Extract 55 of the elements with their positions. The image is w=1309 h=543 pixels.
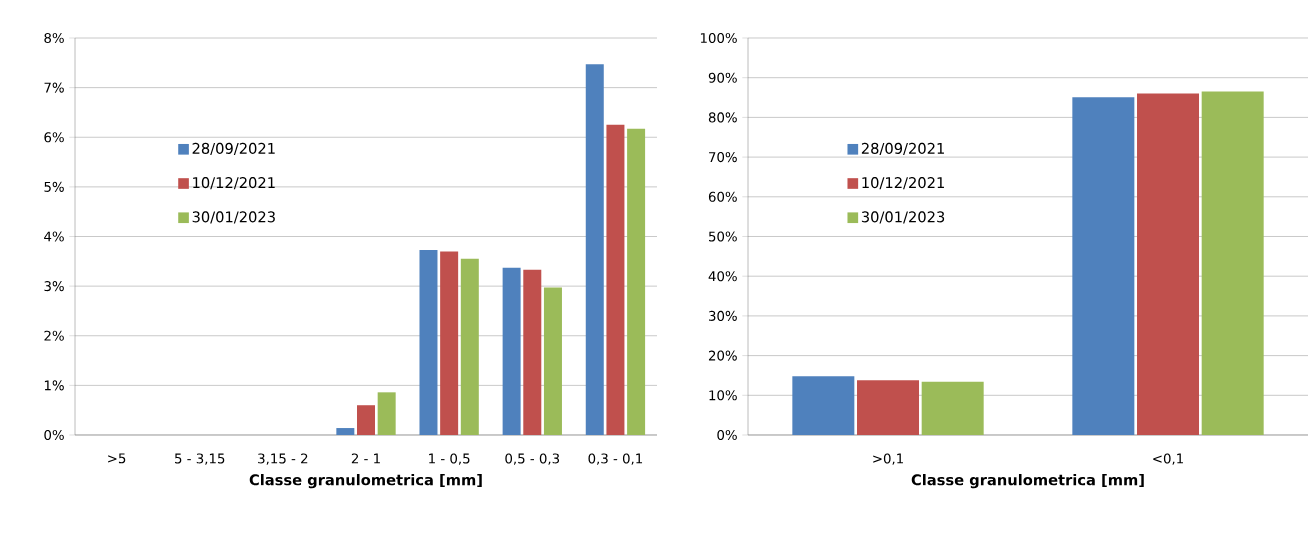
y-tick-label: 20% — [708, 350, 737, 361]
y-tick-label: 70% — [709, 152, 737, 163]
x-axis-title: Classe granulometrica [mm] — [249, 474, 482, 489]
legend-label: 30/01/2023 — [192, 211, 275, 224]
y-tick-label: 0% — [44, 429, 64, 441]
bar — [357, 405, 375, 435]
y-tick-label: 7% — [44, 82, 64, 93]
bar — [606, 124, 625, 435]
y-tick-label: 60% — [708, 191, 737, 202]
y-tick-label: 100% — [700, 32, 737, 44]
bar — [857, 380, 920, 435]
x-tick-label: 2 - 1 — [351, 453, 380, 464]
bar — [585, 64, 604, 435]
y-tick-label: 80% — [708, 112, 737, 123]
bar — [502, 267, 521, 435]
bar — [377, 392, 396, 435]
bar — [523, 269, 542, 435]
y-tick-label: 4% — [44, 231, 64, 242]
y-tick-label: 40% — [708, 271, 737, 282]
x-tick-label: 5 - 3,15 — [175, 453, 225, 465]
x-axis-title: Classe granulometrica [mm] — [911, 474, 1144, 489]
bar — [921, 381, 984, 435]
bar — [627, 128, 646, 435]
y-tick-label: 0% — [717, 429, 737, 441]
bar — [1137, 93, 1200, 435]
y-tick-label: 90% — [708, 72, 737, 83]
x-tick-label: 0,3 - 0,1 — [588, 453, 643, 465]
bar — [460, 258, 479, 435]
legend-label: 10/12/2021 — [193, 177, 275, 190]
bar — [1201, 91, 1264, 435]
y-tick-label: 5% — [44, 181, 64, 192]
x-tick-label: 3,15 - 2 — [258, 453, 308, 465]
legend-label: 10/12/2021 — [862, 177, 944, 190]
y-tick-label: 8% — [44, 32, 64, 44]
x-tick-label: >0,1 — [873, 453, 903, 465]
legend-label: 30/01/2023 — [861, 211, 945, 224]
x-tick-label: >5 — [108, 453, 126, 464]
bar — [543, 287, 562, 435]
bar — [1072, 97, 1135, 435]
y-tick-label: 2% — [44, 330, 64, 341]
x-tick-label: 1 - 0,5 — [429, 453, 470, 465]
y-tick-label: 10% — [709, 390, 737, 401]
y-tick-label: 30% — [709, 310, 737, 321]
y-tick-label: 50% — [709, 231, 737, 242]
legend-label: 28/09/2021 — [861, 142, 944, 156]
bar — [336, 428, 355, 435]
y-tick-label: 1% — [44, 380, 64, 391]
y-tick-label: 6% — [44, 132, 64, 143]
y-tick-label: 3% — [44, 281, 64, 292]
bar — [792, 376, 855, 435]
x-tick-label: 0,5 - 0,3 — [505, 453, 560, 465]
bar — [419, 249, 438, 435]
bar — [440, 251, 459, 435]
legend-label: 28/09/2021 — [192, 142, 275, 156]
x-tick-label: <0,1 — [1153, 453, 1183, 465]
